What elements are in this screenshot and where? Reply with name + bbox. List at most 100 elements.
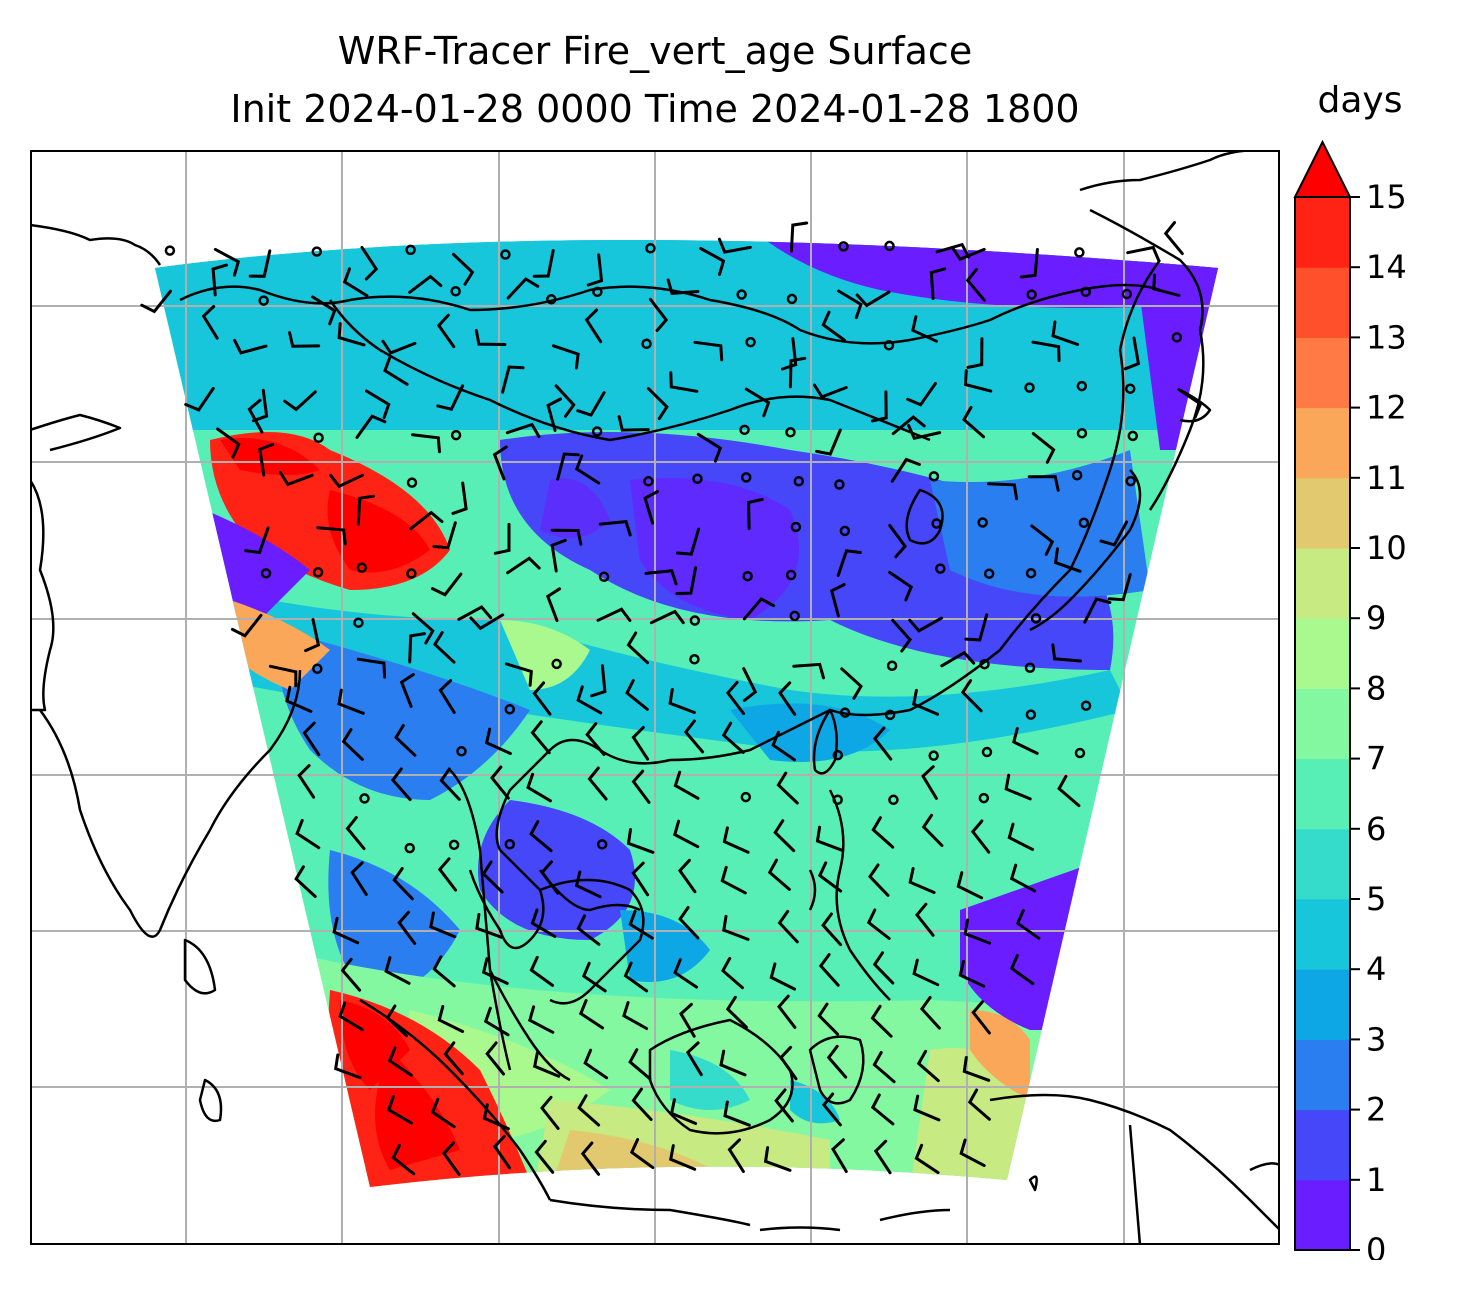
wind-barb <box>950 246 986 261</box>
wind-calm-marker <box>1024 382 1035 393</box>
wind-barb <box>586 253 604 287</box>
wind-barb <box>673 770 700 800</box>
wind-calm-marker <box>689 615 701 626</box>
wind-barb <box>1051 643 1082 663</box>
wind-barb <box>987 482 1019 501</box>
wind-calm-marker <box>742 570 753 582</box>
wind-barbs <box>140 221 1203 1176</box>
wind-barb <box>916 1049 940 1083</box>
wind-barb <box>929 267 947 301</box>
wind-barb <box>436 384 465 411</box>
colorbar-tick-label: 11 <box>1366 459 1407 497</box>
wind-barb <box>675 527 701 556</box>
wind-barb <box>907 424 942 441</box>
wind-calm-marker <box>979 658 990 670</box>
wind-calm-marker <box>1071 469 1083 481</box>
wind-barb <box>685 1041 703 1077</box>
wind-barb <box>777 994 797 1029</box>
wind-calm-marker <box>1125 475 1136 487</box>
wind-barb <box>532 1051 561 1078</box>
wind-barb <box>1007 822 1034 851</box>
wind-barb <box>485 1041 505 1076</box>
wind-barb <box>436 313 456 349</box>
wind-barb <box>1123 336 1141 371</box>
wind-barb <box>1015 909 1041 940</box>
gridlines <box>30 150 1280 1245</box>
wind-calm-marker <box>739 424 750 436</box>
wind-barb <box>211 263 228 297</box>
wind-barb <box>723 1100 751 1127</box>
wind-barb <box>960 679 983 713</box>
wind-calm-marker <box>888 794 899 806</box>
wind-calm-marker <box>981 746 993 758</box>
wind-barb <box>442 1141 461 1176</box>
wind-barb <box>963 918 992 945</box>
wind-calm-marker <box>504 704 516 715</box>
colorbar-tick-label: 8 <box>1366 669 1386 707</box>
colorbar-tick-label: 13 <box>1366 318 1407 356</box>
wind-calm-marker <box>1030 613 1042 624</box>
wind-barb <box>590 664 607 698</box>
wind-barb <box>578 999 604 1030</box>
colorbar-tick-label: 7 <box>1366 740 1386 778</box>
wind-barb <box>720 956 744 990</box>
wind-barb <box>356 657 387 679</box>
wind-calm-marker <box>596 839 608 850</box>
wind-calm-marker <box>785 427 796 438</box>
wind-barb <box>1004 773 1032 801</box>
colorbar-extend-arrow <box>1293 140 1352 198</box>
colorbar-band <box>1295 267 1350 338</box>
wind-barb <box>316 526 347 546</box>
wind-barb <box>831 1138 848 1173</box>
wind-barb <box>574 870 602 899</box>
wind-barb <box>965 267 986 302</box>
wind-barb <box>493 522 511 555</box>
colorbar-tick-label: 4 <box>1366 950 1386 988</box>
wind-calm-marker <box>260 568 272 579</box>
wind-barb <box>668 688 696 714</box>
wind-barb <box>870 1093 895 1126</box>
wind-barb <box>432 955 456 988</box>
wind-barb <box>725 995 748 1029</box>
wind-barb <box>648 297 669 332</box>
wind-barb <box>1009 863 1037 893</box>
wind-barb <box>821 1092 842 1127</box>
wind-barb <box>384 956 411 985</box>
wind-barb <box>596 607 632 622</box>
wind-barb <box>532 681 552 716</box>
wind-barb <box>529 955 554 987</box>
wind-barb <box>626 631 649 665</box>
wind-calm-marker <box>1024 662 1036 673</box>
wind-barb <box>528 1005 555 1034</box>
wind-barb <box>392 867 414 901</box>
wind-barb <box>912 958 940 987</box>
wind-calm-marker <box>313 432 324 443</box>
wind-barb <box>744 387 771 418</box>
wind-barb <box>631 861 650 897</box>
wind-barb <box>696 432 723 463</box>
wind-barb <box>935 242 971 259</box>
colorbar-band <box>1295 1039 1350 1111</box>
colorbar-band <box>1295 828 1350 900</box>
wind-barb <box>911 688 940 716</box>
wind-calm-marker <box>832 749 844 761</box>
wind-barb <box>722 914 750 941</box>
wind-barb <box>789 221 809 253</box>
wind-barb <box>492 445 508 481</box>
wind-barb <box>964 613 989 642</box>
wind-barb <box>350 861 368 896</box>
colorbar-band <box>1295 899 1350 970</box>
wind-barb <box>1031 340 1061 363</box>
wind-calm-marker <box>1025 567 1037 579</box>
wind-barb <box>251 388 269 423</box>
wind-calm-marker <box>838 241 849 252</box>
wind-calm-marker <box>1080 700 1092 711</box>
wind-barb <box>921 765 938 800</box>
wind-barb <box>540 860 560 895</box>
wind-barb <box>717 237 752 254</box>
colorbar-tick-label: 5 <box>1366 880 1386 918</box>
wind-barb <box>1009 954 1035 986</box>
coastlines <box>30 150 1280 1245</box>
wind-calm-marker <box>164 245 176 256</box>
wind-barb <box>387 1046 413 1077</box>
